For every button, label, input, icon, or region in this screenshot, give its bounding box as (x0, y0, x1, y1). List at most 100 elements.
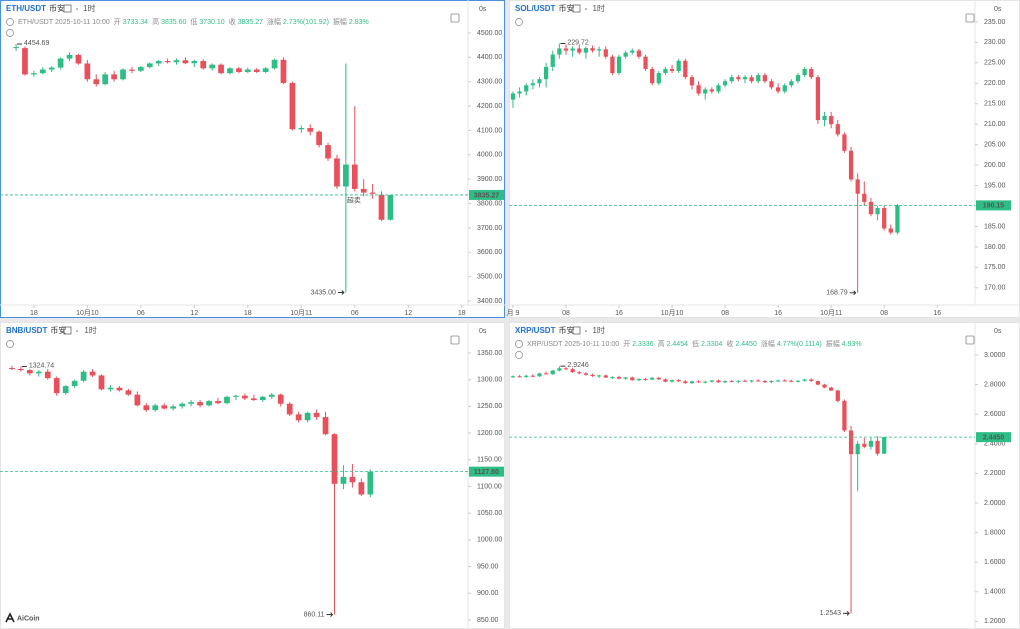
candle-body (66, 54, 73, 59)
y-tick-label: 1.2000 (984, 618, 1006, 625)
candle-body (80, 371, 87, 381)
candle-body (35, 371, 42, 374)
candle-body (271, 59, 278, 69)
x-tick-label: 16 (933, 310, 941, 317)
candle-body (93, 79, 100, 85)
toggle-icon[interactable] (6, 29, 14, 37)
candle-body (848, 150, 854, 180)
info-value: 3835.60 (161, 19, 186, 26)
toggle-icon[interactable] (515, 340, 523, 348)
candle-body (749, 380, 754, 382)
candle-body (722, 381, 728, 383)
candle-body (9, 367, 15, 370)
y-tick-label: 3.0000 (984, 352, 1006, 359)
candle-body (116, 387, 123, 391)
candle-body (550, 54, 555, 67)
candle-body (822, 384, 827, 388)
y-tick-label: 3900.00 (477, 176, 502, 183)
x-tick-label: 12 (190, 310, 198, 317)
candle-body (809, 68, 814, 78)
y-tick-label: 2.4000 (984, 441, 1006, 448)
brand-name: AiCoin (17, 615, 40, 622)
panel-button[interactable] (965, 13, 975, 23)
y-tick-label: 3500.00 (477, 273, 502, 280)
candle-body (517, 91, 522, 94)
edit-icon (572, 4, 581, 13)
edit-icon (572, 326, 581, 335)
candle-body (543, 66, 549, 80)
candle-body (236, 68, 242, 72)
info-value: 4.93% (842, 341, 862, 348)
candle-body (84, 63, 91, 80)
candle-body (530, 83, 535, 86)
candle-body (358, 482, 365, 495)
candle-body (44, 371, 51, 379)
candle-body (244, 69, 251, 72)
panel-bg (0, 322, 505, 629)
y-tick-label: 215.00 (984, 101, 1006, 108)
candle-body (855, 179, 860, 194)
candle-body (517, 376, 522, 378)
candle-body (736, 380, 741, 382)
candle-body (280, 59, 287, 83)
candle-body (161, 405, 168, 409)
chart-header: BNB/USDT 币安 1时 (6, 325, 97, 335)
y-tick-label: 950.00 (477, 563, 499, 570)
interval: 1时 (592, 325, 604, 335)
candle-body (829, 387, 834, 391)
y-tick-label: 170.00 (984, 285, 1006, 292)
y-tick-label: 175.00 (984, 264, 1006, 271)
candle-body (603, 375, 608, 378)
x-tick-label: 18 (458, 310, 466, 317)
toggle-icon[interactable] (515, 18, 523, 26)
candle-body (304, 412, 311, 421)
toggle-icon[interactable] (515, 351, 523, 359)
interval: 1时 (84, 325, 96, 335)
candle-body (286, 403, 293, 415)
candle-body (227, 68, 233, 74)
info-value: 2025-10-11 10:00 (55, 19, 110, 26)
candle-body (663, 379, 668, 382)
candle-body (563, 368, 569, 370)
candle-body (349, 476, 356, 483)
interval: 1时 (592, 3, 604, 13)
y-tick-label: 225.00 (984, 60, 1006, 67)
candle-body (137, 67, 144, 71)
panel-button[interactable] (450, 335, 460, 345)
candle-body (191, 61, 198, 64)
panel-button[interactable] (965, 335, 975, 345)
candle-body (888, 228, 893, 233)
candle-body (848, 430, 854, 455)
y-tick-label: 1350.00 (477, 350, 502, 357)
y-tick-label: 205.00 (984, 141, 1006, 148)
candle-body (334, 158, 340, 187)
candle-body (550, 370, 555, 375)
candle-body (709, 380, 714, 382)
candle-body (683, 60, 688, 78)
status: 0s (994, 328, 1002, 335)
y-tick-label: 900.00 (477, 590, 499, 597)
toggle-icon[interactable] (6, 340, 14, 348)
candle-body (795, 380, 801, 382)
candle-body (729, 77, 734, 82)
candle-body (716, 85, 721, 92)
panel-button[interactable] (450, 13, 460, 23)
y-tick-label: 4100.00 (477, 127, 502, 134)
low-arrow (846, 611, 850, 616)
candle-body (75, 54, 82, 64)
exchange: 币安 (49, 3, 65, 13)
toggle-icon[interactable] (6, 18, 14, 26)
brand: AiCoin (5, 612, 40, 623)
candle-body (107, 387, 114, 390)
x-tick-label: 月 9 (507, 309, 520, 317)
candle-body (802, 68, 807, 76)
candle-body (557, 48, 562, 55)
candle-body (630, 50, 635, 53)
info-key: ETH/USDT (18, 19, 54, 26)
y-tick-label: 200.00 (984, 162, 1006, 169)
chart-panel: 850.00 900.00 950.00 1000.00 1050.00 1100.00 1… (0, 322, 505, 629)
annotation: 超卖 (347, 195, 361, 204)
y-tick-label: 1100.00 (477, 483, 502, 490)
candle-body (835, 124, 840, 135)
y-tick-label: 2.6000 (984, 411, 1006, 418)
